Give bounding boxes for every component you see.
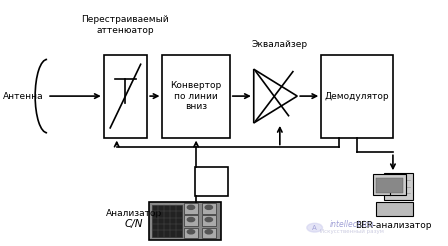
Bar xyxy=(376,178,403,193)
Text: intellect.icu: intellect.icu xyxy=(329,220,374,229)
Bar xyxy=(162,55,230,138)
Bar xyxy=(202,228,216,238)
Bar xyxy=(202,215,216,226)
Bar xyxy=(373,174,406,195)
Text: Искусственный разум: Искусственный разум xyxy=(320,229,383,234)
Text: Конвертор
по линии
вниз: Конвертор по линии вниз xyxy=(171,81,222,111)
Circle shape xyxy=(187,217,194,222)
Circle shape xyxy=(205,205,212,209)
Bar xyxy=(184,228,198,238)
Text: Антенна: Антенна xyxy=(3,92,43,101)
Text: C/N: C/N xyxy=(125,219,143,230)
Bar xyxy=(151,205,182,237)
Circle shape xyxy=(307,223,323,232)
Text: BER-анализатор: BER-анализатор xyxy=(355,221,431,230)
Circle shape xyxy=(187,230,194,234)
Bar xyxy=(384,173,413,200)
Text: Анализатор: Анализатор xyxy=(106,209,162,218)
Bar xyxy=(103,55,147,138)
Bar xyxy=(195,167,228,196)
Text: Перестраиваемый
аттенюатор: Перестраиваемый аттенюатор xyxy=(82,15,169,35)
Bar xyxy=(202,203,216,214)
Circle shape xyxy=(187,205,194,209)
Text: Эквалайзер: Эквалайзер xyxy=(252,40,308,49)
Circle shape xyxy=(205,217,212,222)
Circle shape xyxy=(205,230,212,234)
Bar xyxy=(184,215,198,226)
Bar xyxy=(321,55,393,138)
Bar xyxy=(375,202,413,216)
Bar xyxy=(184,203,198,214)
Bar xyxy=(149,202,221,240)
Text: Демодулятор: Демодулятор xyxy=(325,92,389,101)
Text: A: A xyxy=(312,225,317,231)
